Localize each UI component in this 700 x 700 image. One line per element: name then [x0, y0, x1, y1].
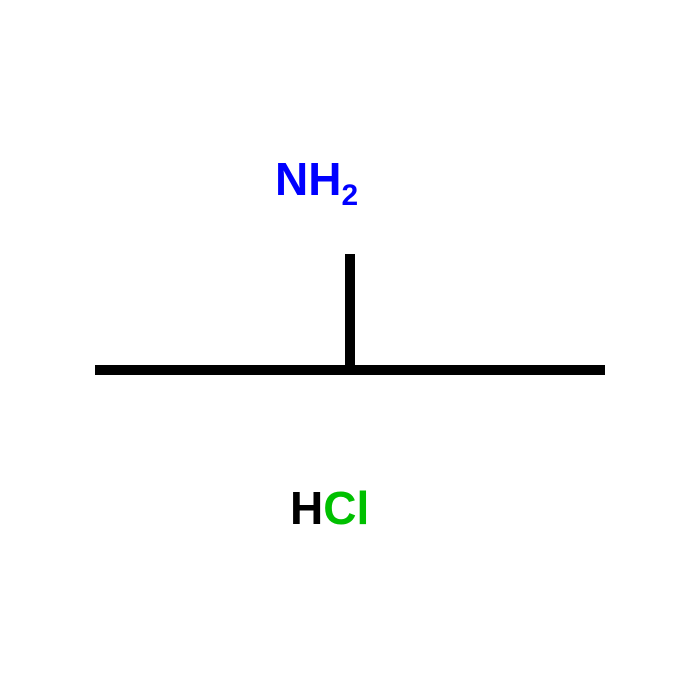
hcl-label: HCl — [290, 485, 369, 531]
hcl-cl: Cl — [323, 482, 369, 534]
molecule-canvas: NH2 HCl — [0, 0, 700, 700]
bond-top — [345, 254, 355, 370]
bond-left — [95, 365, 350, 375]
hcl-h: H — [290, 482, 323, 534]
bond-right — [350, 365, 605, 375]
amine-label: NH2 — [275, 156, 358, 211]
amine-text: NH — [275, 153, 341, 205]
amine-sub: 2 — [341, 179, 358, 212]
